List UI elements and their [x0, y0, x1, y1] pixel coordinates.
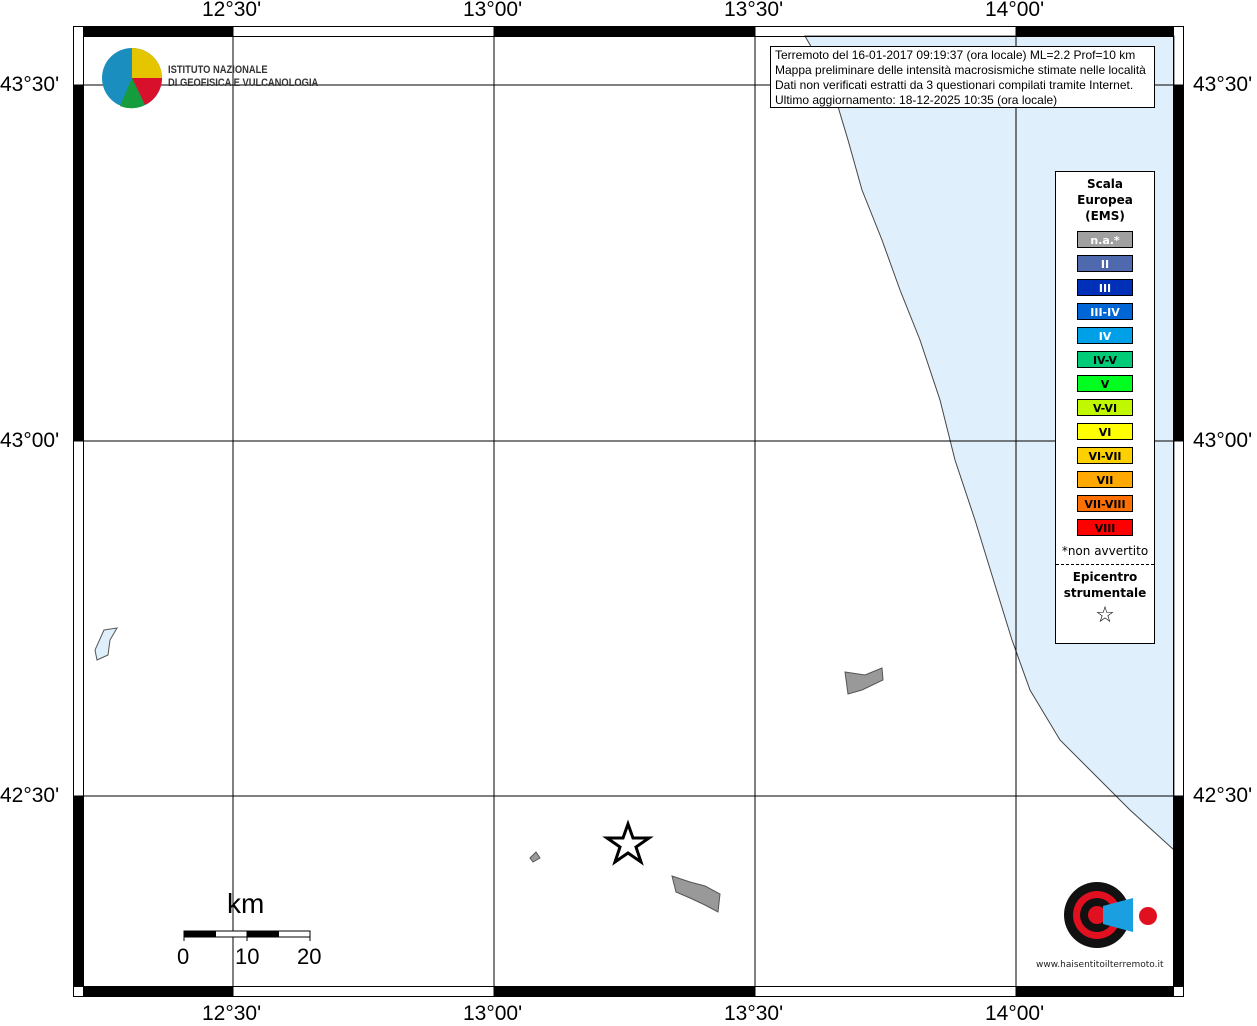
star-icon: ☆ [1095, 603, 1115, 628]
event-info-box: Terremoto del 16-01-2017 09:19:37 (ora l… [770, 46, 1155, 108]
lon-label-top: 14°00' [985, 0, 1045, 21]
lat-label-right: 43°00' [1193, 429, 1253, 452]
ingv-globe-logo [102, 48, 162, 109]
legend-swatch: VII [1077, 471, 1133, 488]
legend-epicenter: Epicentro strumentale [1063, 570, 1147, 600]
scalebar-unit: km [227, 888, 265, 919]
legend-swatch: VII-VIII [1077, 495, 1133, 512]
scalebar [183, 930, 311, 941]
scalebar-tick: 10 [235, 944, 260, 969]
legend-swatch: IV-V [1077, 351, 1133, 368]
legend-swatch: n.a.* [1077, 231, 1133, 248]
legend-title: Scala Europea (EMS) [1077, 177, 1133, 223]
lat-label-left: 43°00' [0, 429, 60, 452]
scalebar-tick: 0 [177, 944, 190, 969]
haisentito-logo [1064, 882, 1157, 948]
island [529, 851, 541, 863]
lat-label-right: 42°30' [1193, 784, 1253, 807]
intensity-legend: Scala Europea (EMS) n.a.* II III III-IV IV IV-V… [1055, 171, 1155, 644]
legend-swatch: III [1077, 279, 1133, 296]
lat-label-right: 43°30' [1193, 73, 1253, 96]
legend-swatch: VI-VII [1077, 447, 1133, 464]
lon-label-top: 13°30' [724, 0, 784, 21]
lon-label-bottom: 12°30' [202, 1002, 262, 1025]
legend-swatch: III-IV [1077, 303, 1133, 320]
lat-label-left: 43°30' [0, 73, 60, 96]
legend-swatch: VIII [1077, 519, 1133, 536]
legend-swatch: V [1077, 375, 1133, 392]
ingv-logo-text: ISTITUTO NAZIONALE DI GEOFISICA E VULCANO… [168, 64, 319, 89]
lake [94, 627, 118, 661]
legend-swatch: V-VI [1077, 399, 1133, 416]
legend-swatch: IV [1077, 327, 1133, 344]
island [844, 667, 884, 695]
graticule [73, 26, 1184, 997]
map-frame [73, 26, 1184, 997]
legend-note: *non avvertito [1061, 544, 1149, 558]
island [671, 875, 721, 913]
lon-label-bottom: 13°30' [724, 1002, 784, 1025]
lon-label-top: 13°00' [463, 0, 523, 21]
lon-label-bottom: 13°00' [463, 1002, 523, 1025]
scalebar-tick: 20 [297, 944, 322, 969]
legend-swatch: VI [1077, 423, 1133, 440]
haisentito-url: www.haisentitoilterremoto.it [1036, 960, 1164, 970]
epicenter-star-icon [602, 819, 654, 866]
divider [1056, 564, 1154, 565]
legend-swatch: II [1077, 255, 1133, 272]
lon-label-bottom: 14°00' [985, 1002, 1045, 1025]
lon-label-top: 12°30' [202, 0, 262, 21]
lat-label-left: 42°30' [0, 784, 60, 807]
